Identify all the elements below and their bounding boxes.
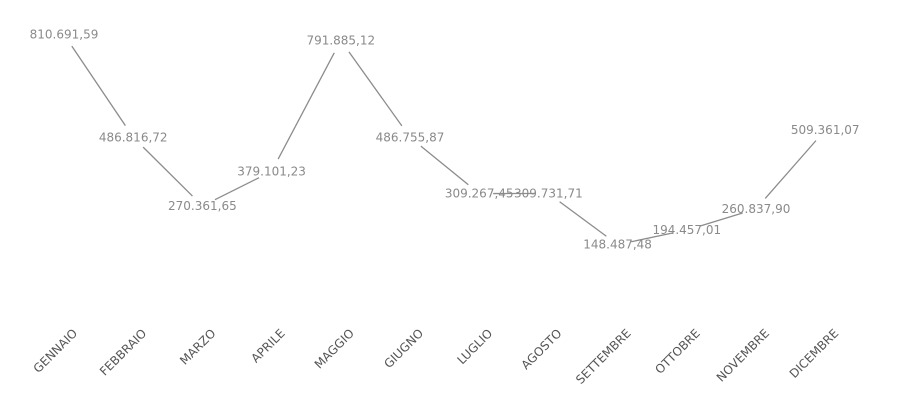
x-tick-label-settembre: SETTEMBRE [573,326,634,387]
line-segment-1 [71,45,126,127]
data-label-aprile: 379.101,23 [237,164,306,178]
x-tick-label-aprile: APRILE [248,326,287,365]
x-tick-label-gennaio: GENNAIO [31,326,81,376]
x-tick-label-marzo: MARZO [177,326,218,367]
x-tick-label-luglio: LUGLIO [454,326,495,367]
line-segment-11 [764,140,817,199]
x-tick-label-agosto: AGOSTO [518,326,564,372]
x-tick-label-ottobre: OTTOBRE [652,326,703,377]
data-label-febbraio: 486.816,72 [99,130,168,144]
x-tick-label-maggio: MAGGIO [312,326,357,371]
series-line [71,45,817,243]
data-labels: 810.691,59 486.816,72 270.361,65 379.101,23… [30,27,860,251]
line-segment-8 [559,201,607,237]
line-segment-2 [142,146,193,197]
line-segment-4 [277,52,335,160]
line-segment-10 [700,212,743,227]
data-label-marzo: 270.361,65 [168,199,237,213]
x-tick-label-novembre: NOVEMBRE [714,326,772,384]
data-label-gennaio: 810.691,59 [30,27,99,41]
line-segment-3 [214,177,260,201]
x-axis-labels: GENNAIO FEBBRAIO MARZO APRILE MAGGIO GIUGNO LU… [31,326,842,387]
data-label-dicembre: 509.361,07 [791,123,860,137]
line-segment-5 [348,51,403,127]
data-label-settembre: 148.487,48 [583,238,652,252]
line-segment-9 [631,232,674,243]
x-tick-label-febbraio: FEBBRAIO [97,326,149,378]
data-label-agosto: 309.731,71 [514,186,583,200]
line-segment-6 [420,145,469,186]
data-label-maggio: 791.885,12 [306,33,375,47]
x-tick-label-dicembre: DICEMBRE [787,326,842,381]
data-label-ottobre: 194.457,01 [652,223,721,237]
data-label-giugno: 486.755,87 [376,130,445,144]
data-label-luglio: 309.267,45 [445,187,514,201]
data-label-novembre: 260.837,90 [722,202,791,216]
x-tick-label-giugno: GIUGNO [381,326,426,371]
